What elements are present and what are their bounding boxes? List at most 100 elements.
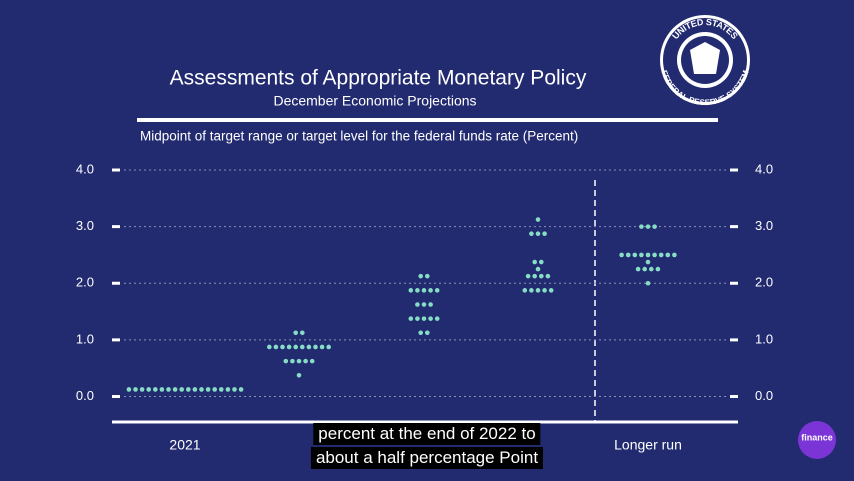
dot <box>529 288 534 293</box>
dot <box>425 330 430 336</box>
dot <box>126 387 132 392</box>
y-tick-label-right: 1.0 <box>755 331 773 346</box>
dot <box>529 231 534 236</box>
dot <box>645 224 651 229</box>
y-tick-label-right: 4.0 <box>755 161 773 176</box>
dot <box>418 330 424 336</box>
dot <box>645 252 651 258</box>
dot <box>238 387 244 392</box>
y-tick-label: 0.0 <box>76 388 94 403</box>
dot <box>296 372 302 378</box>
seal: UNITED STATES FEDERAL RESERVE SYSTEM <box>659 15 751 107</box>
dot <box>619 252 624 258</box>
dot <box>179 387 184 392</box>
dot <box>286 344 292 350</box>
dot <box>532 273 537 279</box>
dot <box>535 288 541 293</box>
dot <box>199 387 204 392</box>
dot <box>434 316 440 321</box>
y-tick-label-right: 3.0 <box>755 218 773 233</box>
dot <box>225 387 231 392</box>
dot <box>418 273 424 279</box>
dot <box>665 252 671 258</box>
dot <box>166 387 171 392</box>
chart-subtitle: December Economic Projections <box>273 93 476 109</box>
dot <box>535 231 541 236</box>
dot <box>539 259 544 265</box>
y-tick-label: 2.0 <box>76 275 94 290</box>
dot <box>652 224 657 229</box>
dot <box>645 259 651 265</box>
dot <box>642 266 647 272</box>
dot <box>326 344 332 350</box>
dot <box>428 316 433 321</box>
dot <box>652 252 657 258</box>
dot <box>672 252 677 258</box>
y-axis-label: Midpoint of target range or target level… <box>140 129 578 144</box>
dot <box>535 217 541 222</box>
y-tick-label: 4.0 <box>76 161 94 176</box>
dot <box>415 288 420 293</box>
dot <box>212 387 217 392</box>
dot <box>545 273 551 279</box>
dot <box>273 344 279 350</box>
dot <box>205 387 211 392</box>
dot <box>300 344 305 350</box>
dot <box>639 224 644 229</box>
dot <box>548 288 554 293</box>
dot <box>428 288 433 293</box>
dot <box>280 344 285 350</box>
dot <box>421 288 427 293</box>
dot <box>319 344 325 350</box>
dot <box>408 316 414 321</box>
dot <box>525 273 531 279</box>
dot <box>535 266 541 272</box>
dot <box>153 387 158 392</box>
dot <box>296 358 302 364</box>
dot <box>542 288 547 293</box>
dot <box>293 344 299 350</box>
dot <box>632 252 638 258</box>
caption-line: about a half percentage Point <box>310 447 544 469</box>
y-tick-label-right: 0.0 <box>755 388 773 403</box>
dot <box>133 387 138 392</box>
caption-line: percent at the end of 2022 to <box>313 423 541 445</box>
dot <box>421 316 427 321</box>
dot <box>425 273 430 279</box>
dot <box>415 316 420 321</box>
dot <box>649 266 654 272</box>
dot <box>186 387 191 392</box>
y-tick-label: 3.0 <box>76 218 94 233</box>
dot <box>172 387 178 392</box>
dot <box>428 302 433 307</box>
logo-text: finance <box>801 432 833 442</box>
dot <box>625 252 631 258</box>
y-tick-label: 1.0 <box>76 331 94 346</box>
dot <box>415 302 420 307</box>
dot <box>539 273 544 279</box>
dot <box>293 330 299 336</box>
x-tick-label: 2021 <box>169 437 200 453</box>
dot <box>542 231 547 236</box>
dot <box>192 387 198 392</box>
dot <box>655 266 661 272</box>
dot <box>522 288 528 293</box>
dot <box>219 387 224 392</box>
x-tick-label: Longer run <box>614 437 682 453</box>
channel-logo: finance <box>798 421 836 459</box>
dot <box>159 387 165 392</box>
dot <box>139 387 145 392</box>
dot <box>313 344 318 350</box>
dot <box>639 252 644 258</box>
dot <box>645 280 651 286</box>
dot <box>283 358 289 364</box>
dot <box>434 288 440 293</box>
dot <box>658 252 664 258</box>
chart-title: Assessments of Appropriate Monetary Poli… <box>170 67 587 90</box>
y-tick-label-right: 2.0 <box>755 275 773 290</box>
dot <box>635 266 641 272</box>
dot <box>232 387 237 392</box>
dot <box>146 387 151 392</box>
